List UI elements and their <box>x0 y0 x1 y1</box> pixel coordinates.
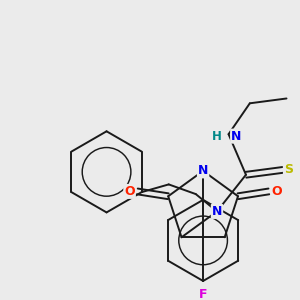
Text: F: F <box>199 288 207 300</box>
Text: N: N <box>231 130 242 142</box>
Text: S: S <box>284 164 293 176</box>
Text: H: H <box>212 130 222 142</box>
Text: N: N <box>212 205 222 218</box>
Text: N: N <box>198 164 208 177</box>
Text: O: O <box>271 185 282 198</box>
Text: O: O <box>124 185 135 198</box>
